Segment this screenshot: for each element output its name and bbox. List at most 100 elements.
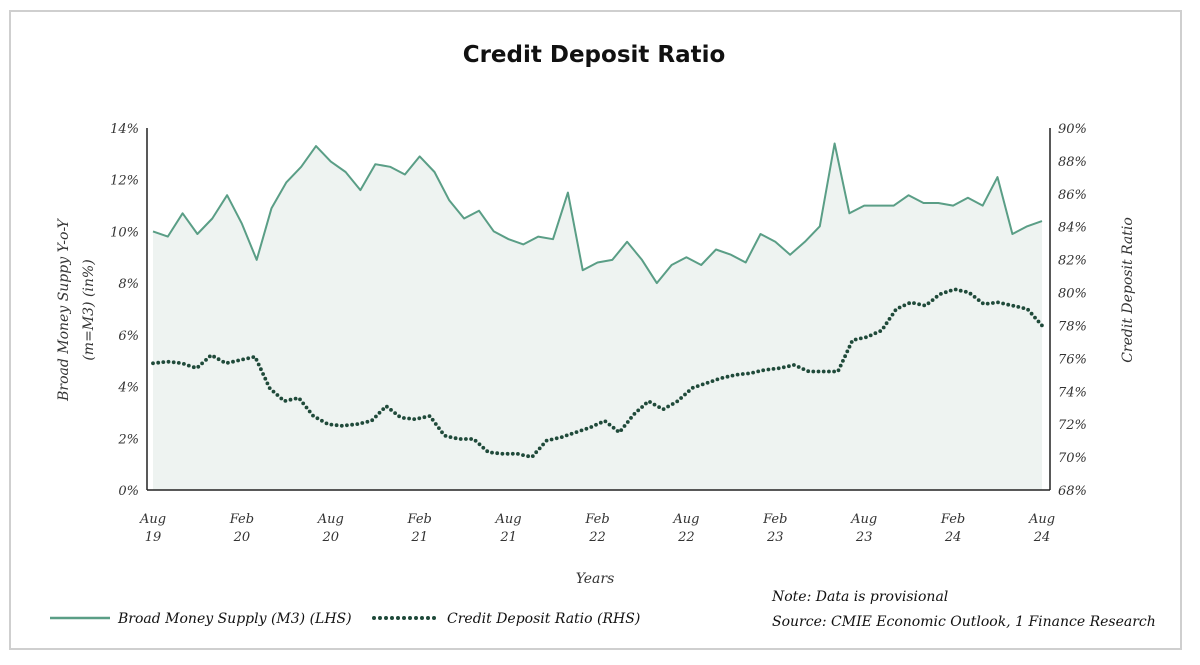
cdr-dot — [934, 294, 939, 299]
cdr-dot — [661, 407, 666, 411]
cdr-dot — [1011, 303, 1016, 308]
cdr-dot — [544, 438, 549, 443]
cdr-dot — [320, 418, 324, 423]
chart-title: Credit Deposit Ratio — [462, 42, 726, 68]
cdr-dot — [1040, 323, 1044, 328]
cdr-dot — [629, 416, 633, 420]
y-left-tick-label: 4% — [117, 381, 139, 396]
m3-line-layer — [152, 142, 1043, 285]
cdr-dot — [930, 298, 935, 302]
cdr-dot — [393, 411, 397, 415]
cdr-dot — [231, 359, 235, 364]
y-left-tick-label: 6% — [118, 329, 139, 344]
cdr-dot — [412, 417, 417, 421]
x-tick-label-year: 19 — [145, 530, 162, 545]
cdr-dot — [632, 412, 637, 416]
cdr-dot — [448, 435, 453, 439]
cdr-dot — [1001, 301, 1005, 306]
m3-area — [153, 143, 1042, 490]
cdr-dot — [549, 437, 554, 442]
cdr-dot — [625, 420, 630, 424]
cdr-dot — [715, 377, 720, 382]
cdr-dot — [221, 359, 226, 364]
cdr-dot — [216, 357, 221, 362]
cdr-dot — [756, 369, 761, 374]
cdr-dot — [746, 371, 750, 376]
cdr-dot — [939, 292, 943, 296]
cdr-dot — [554, 436, 559, 441]
cdr-dot — [843, 354, 847, 359]
cdr-dot — [430, 417, 435, 422]
cdr-dot — [311, 413, 315, 418]
cdr-dot — [329, 422, 334, 427]
y-left-tick-label: 12% — [110, 174, 139, 189]
y-right-tick-label: 88% — [1058, 155, 1087, 170]
cdr-dot — [725, 374, 730, 379]
cdr-dot — [838, 363, 843, 368]
cdr-dot — [176, 361, 181, 365]
cdr-dot — [530, 454, 535, 458]
cdr-dot — [516, 452, 520, 456]
cdr-dot — [991, 301, 995, 305]
x-tick-label-month: Feb — [407, 512, 432, 527]
cdr-dot — [151, 361, 155, 366]
cdr-dot — [615, 429, 620, 433]
cdr-dot — [370, 418, 375, 423]
y-right-tick-label: 90% — [1058, 122, 1087, 137]
cdr-dot — [254, 357, 259, 362]
cdr-dots-layer — [151, 287, 1044, 459]
cdr-dot — [845, 349, 850, 354]
legend-dot — [402, 616, 406, 620]
cdr-dot — [827, 369, 831, 374]
legend-dot — [396, 616, 400, 620]
legend-label-m3: Broad Money Supply (M3) (LHS) — [117, 611, 352, 627]
cdr-dot — [226, 360, 230, 365]
cdr-dot — [275, 393, 280, 397]
cdr-dot — [922, 303, 927, 308]
x-tick-label-year: 21 — [410, 530, 428, 545]
y-right-tick-label: 70% — [1058, 451, 1087, 466]
cdr-dot — [644, 401, 648, 406]
cdr-dot — [402, 416, 406, 420]
x-tick-label-month: Aug — [139, 512, 166, 527]
x-tick-label-year: 20 — [322, 530, 340, 545]
cdr-dot — [710, 379, 715, 383]
cdr-dot — [212, 354, 217, 359]
cdr-dot — [259, 367, 263, 372]
x-tick-label-month: Aug — [1028, 512, 1055, 527]
cdr-dot — [700, 382, 705, 387]
cdr-dot — [853, 337, 858, 342]
y-right-tick-label: 78% — [1058, 319, 1087, 334]
cdr-dot — [730, 373, 735, 378]
cdr-dot — [948, 288, 953, 293]
y-right-tick-label: 84% — [1058, 221, 1087, 236]
cdr-dot — [256, 362, 261, 367]
y-left-tick-label: 0% — [118, 484, 139, 499]
cdr-dot — [751, 370, 755, 375]
y-left-tick-label: 14% — [110, 122, 139, 137]
cdr-dot — [569, 431, 574, 436]
cdr-dot — [510, 451, 515, 456]
ticks-layer: 0% 2% 4% 6% 8% 10% 12% 14% 68% 70% 72% 74% 76% 78% 80%… — [110, 122, 1087, 545]
x-tick-label-month: Feb — [229, 512, 254, 527]
cdr-dot — [304, 405, 309, 410]
y-right-tick-label: 74% — [1058, 385, 1087, 400]
cdr-dot — [996, 300, 1000, 305]
cdr-dot — [407, 416, 411, 421]
cdr-dot — [705, 380, 710, 385]
cdr-dot — [283, 399, 288, 403]
cdr-dot — [377, 410, 382, 415]
cdr-dot — [427, 414, 432, 418]
cdr-dot — [440, 430, 444, 435]
x-tick-label-year: 24 — [1033, 530, 1051, 545]
x-tick-label-year: 22 — [677, 530, 695, 545]
cdr-dot — [350, 422, 354, 427]
cdr-dot — [417, 416, 422, 421]
cdr-dot — [858, 336, 863, 341]
y-axis-left-label-line1: Broad Money Suppy Y-o-Y — [56, 217, 72, 402]
cdr-dot — [360, 421, 365, 425]
cdr-dot — [657, 405, 661, 409]
cdr-dot — [324, 421, 329, 426]
x-tick-label-year: 21 — [499, 530, 517, 545]
